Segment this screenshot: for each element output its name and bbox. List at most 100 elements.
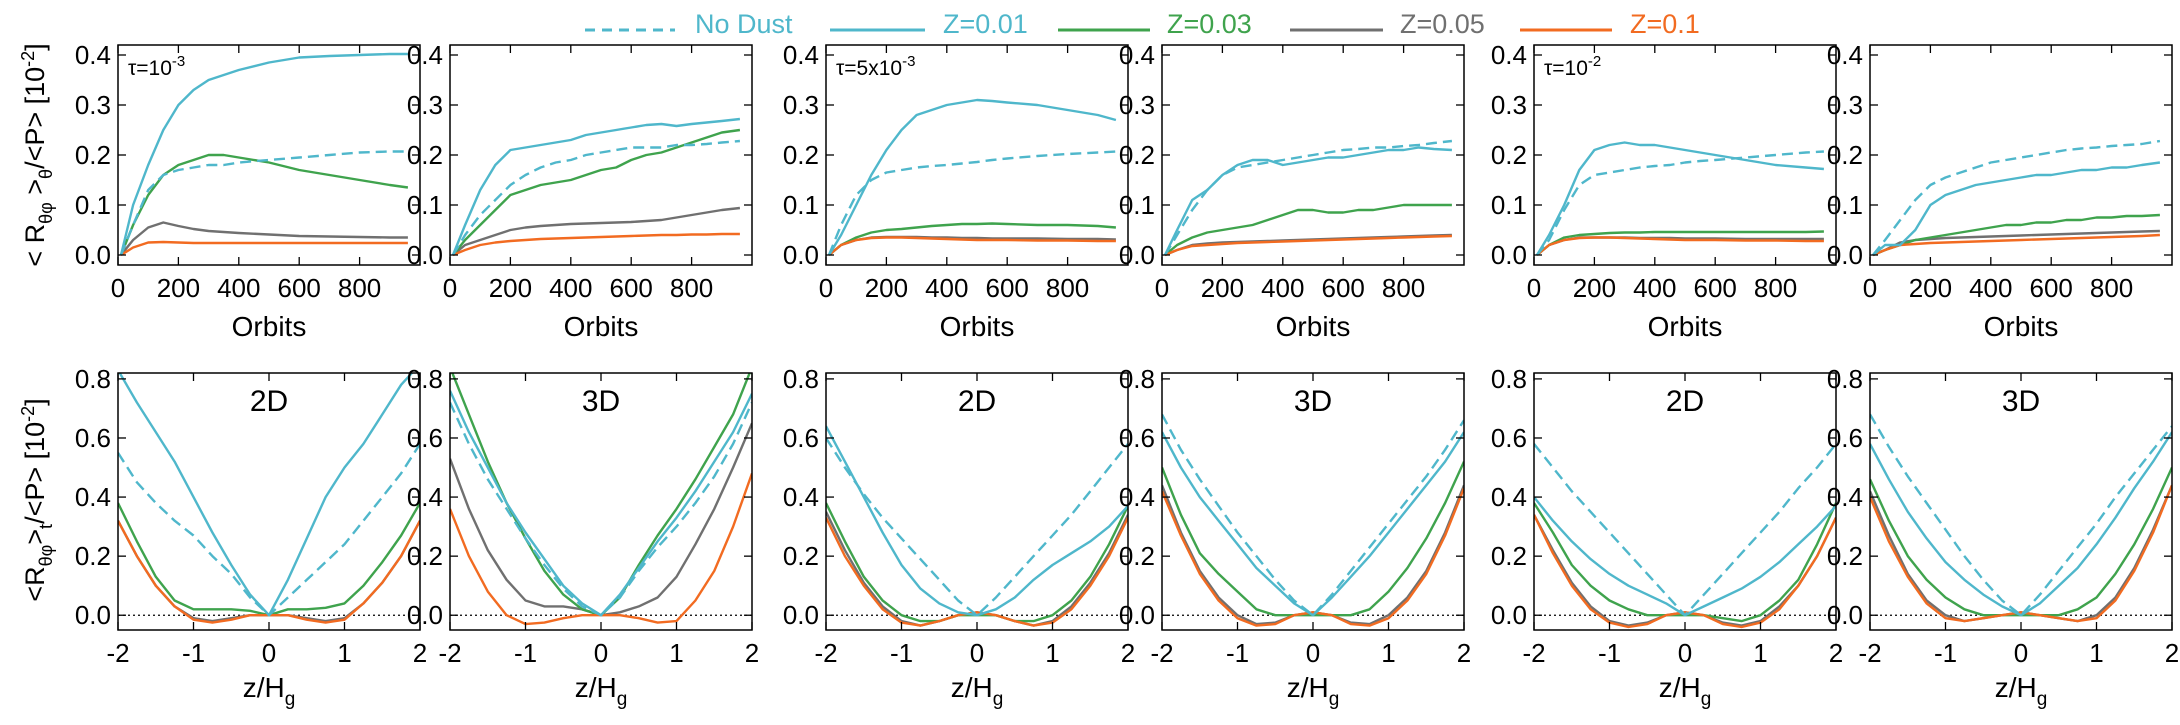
legend-label-1: Z=0.01 — [943, 9, 1028, 39]
x-tick-label: 600 — [986, 273, 1029, 303]
series-line-z-0-01 — [451, 117, 741, 256]
x-tick-label: 0 — [2014, 638, 2028, 668]
y-tick-label: 0.1 — [1827, 190, 1863, 220]
tau-annotation-main: τ=5x10 — [836, 57, 902, 80]
y-tick-label: 0.2 — [1827, 140, 1863, 170]
x-axis-label: Orbits — [940, 311, 1015, 342]
x-axis-label-main: z/H — [575, 672, 617, 703]
y-axis-label-part: ] — [20, 43, 50, 51]
legend-label-4: Z=0.1 — [1630, 9, 1700, 39]
x-axis-label-sub: g — [285, 689, 296, 710]
series-line-no-dust — [1536, 150, 1824, 256]
y-tick-label: 0.8 — [1119, 364, 1155, 394]
x-axis-label-sub: g — [617, 689, 628, 710]
x-axis-label: z/Hg — [575, 672, 628, 710]
x-tick-label: 1 — [1381, 638, 1395, 668]
series-line-z-0-03 — [1870, 467, 2172, 617]
y-tick-label: 0.6 — [783, 423, 819, 453]
y-axis-label-part: ] — [20, 398, 50, 406]
y-tick-label: 0.8 — [75, 364, 111, 394]
series-line-z-0-03 — [118, 502, 420, 617]
y-tick-label: 0.3 — [1491, 90, 1527, 120]
x-tick-label: -1 — [1598, 638, 1621, 668]
series-line-z-0-01 — [1163, 146, 1452, 256]
x-tick-label: -1 — [1226, 638, 1249, 668]
series-line-z-0-1 — [1536, 236, 1824, 256]
y-tick-label: 0.2 — [1491, 541, 1527, 571]
plot-frame — [449, 44, 753, 266]
y-axis-label-part: -2 — [18, 406, 38, 422]
y-tick-label: 0.0 — [1827, 600, 1863, 630]
x-tick-label: -1 — [890, 638, 913, 668]
x-axis-label-main: z/H — [243, 672, 285, 703]
y-tick-label: 0.4 — [1827, 482, 1863, 512]
x-tick-label: 800 — [1046, 273, 1089, 303]
x-tick-label: 2 — [1829, 638, 1843, 668]
x-axis-label: Orbits — [564, 311, 639, 342]
y-tick-label: 0.2 — [1119, 140, 1155, 170]
y-tick-label: 0.2 — [1827, 541, 1863, 571]
x-tick-label: -2 — [438, 638, 461, 668]
x-tick-label: 1 — [337, 638, 351, 668]
series-line-z-0-01 — [1870, 431, 2172, 617]
x-tick-label: 600 — [1694, 273, 1737, 303]
y-axis-label-part: > — [20, 179, 50, 202]
y-tick-label: 0.1 — [407, 190, 443, 220]
x-tick-label: 800 — [2090, 273, 2133, 303]
x-tick-label: 400 — [217, 273, 260, 303]
y-tick-label: 0.4 — [407, 40, 443, 70]
series-line-z-0-01 — [1534, 496, 1836, 617]
x-tick-label: 0 — [1678, 638, 1692, 668]
x-tick-label: -1 — [182, 638, 205, 668]
series-group — [451, 117, 741, 257]
tau-annotation-exponent: -3 — [902, 53, 915, 70]
x-tick-label: 1 — [1753, 638, 1767, 668]
x-axis-label: Orbits — [1648, 311, 1723, 342]
x-tick-label: 0 — [1527, 273, 1541, 303]
y-tick-label: 0.0 — [1119, 240, 1155, 270]
x-tick-label: 0 — [1306, 638, 1320, 668]
x-tick-label: 400 — [925, 273, 968, 303]
y-tick-label: 0.4 — [1119, 40, 1155, 70]
series-line-z-0-05 — [1534, 514, 1836, 627]
series-line-z-0-01 — [1162, 431, 1464, 617]
y-tick-label: 0.6 — [75, 423, 111, 453]
panel-top-4: 0 200 400 600 800 0.0 0.1 0.2 0.3 0.4 Orbits τ=10-2 — [1491, 40, 1837, 342]
x-tick-label: 400 — [1261, 273, 1304, 303]
series-group — [1162, 413, 1464, 627]
series-line-no-dust — [1872, 139, 2161, 256]
x-axis-label: z/Hg — [951, 672, 1004, 710]
x-tick-label: 0 — [262, 638, 276, 668]
series-line-z-0-1 — [1162, 487, 1464, 627]
x-tick-label: 0 — [1155, 273, 1169, 303]
y-tick-label: 0.2 — [783, 541, 819, 571]
y-tick-label: 0.0 — [783, 600, 819, 630]
x-tick-label: 200 — [489, 273, 532, 303]
x-tick-label: -2 — [1858, 638, 1881, 668]
y-tick-label: 0.4 — [1491, 482, 1527, 512]
series-line-z-0-01 — [826, 425, 1128, 617]
panels: 0 200 400 600 8000.00.10.20.30.4Orbitsτ=10-3… — [75, 40, 2179, 710]
panel-top-0: 0 200 400 600 800 0.0 0.1 0.2 0.3 0.4 Orbits τ=10-3 — [75, 40, 421, 342]
x-tick-label: 600 — [2030, 273, 2073, 303]
y-axis-label-top_row: < Rθφ >θ/<P> [10-2] — [18, 43, 56, 266]
series-group — [450, 373, 752, 626]
tau-annotation-main: τ=10 — [128, 57, 172, 80]
series-group — [826, 425, 1128, 627]
series-line-z-0-03 — [828, 222, 1116, 256]
series-group — [1872, 139, 2161, 257]
panel-bottom-5: -2 -1 0 1 2 0.0 0.2 0.4 0.6 0.8 z/Hg 3D — [1827, 364, 2179, 710]
series-line-z-0-1 — [450, 472, 752, 626]
x-axis-label-sub: g — [1329, 689, 1340, 710]
y-tick-label: 0.4 — [75, 40, 111, 70]
series-group — [1870, 413, 2172, 623]
y-axis-label-bottom_row: <Rθφ>t/<P> [10-2] — [18, 398, 56, 601]
y-tick-label: 0.6 — [1491, 423, 1527, 453]
x-tick-label: 200 — [1573, 273, 1616, 303]
y-axis-labels: < Rθφ >θ/<P> [10-2] <Rθφ>t/<P> [10-2] — [18, 43, 56, 601]
panel-bottom-1: -2 -1 0 1 2 0.0 0.2 0.4 0.6 0.8 z/Hg 3D — [407, 364, 759, 710]
x-tick-label: -2 — [1522, 638, 1545, 668]
x-axis-label: Orbits — [1984, 311, 2059, 342]
series-line-z-0-1 — [120, 240, 408, 257]
